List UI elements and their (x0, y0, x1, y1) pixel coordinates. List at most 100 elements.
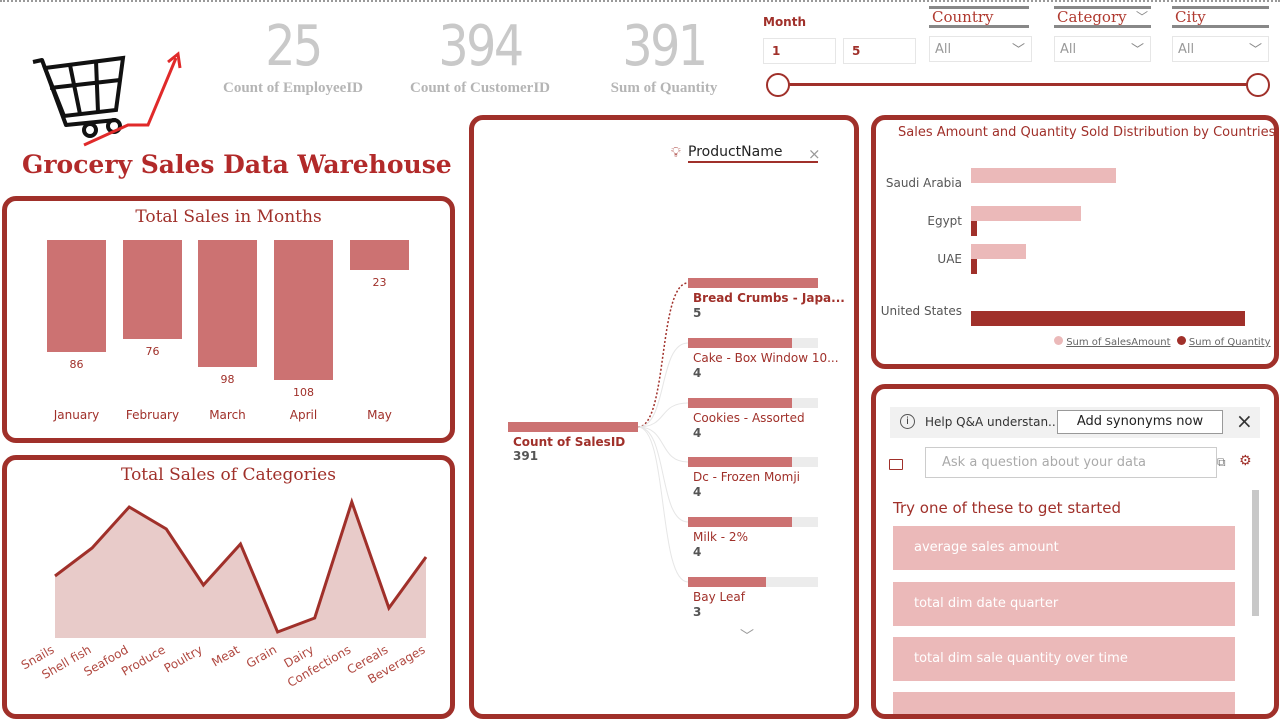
month-data-label: 76 (145, 344, 160, 358)
country-axis-label: United States (880, 304, 962, 318)
decomposition-tree-panel: 💡︎ ProductName × Count of SalesID 391 ﹀ … (469, 115, 859, 719)
quantity-bar[interactable] (971, 311, 1245, 326)
suggestion-4[interactable] (893, 692, 1235, 714)
legend-quantity-label[interactable]: Sum of Quantity (1188, 337, 1271, 348)
tree-link (637, 426, 689, 583)
month-min-input[interactable]: 1 (763, 38, 836, 64)
close-icon[interactable]: × (1236, 409, 1253, 433)
area-point[interactable] (313, 616, 317, 620)
quantity-bar[interactable] (971, 259, 977, 274)
category-dropdown[interactable]: All ﹀ (1054, 36, 1151, 62)
legend-sales-marker (1054, 336, 1063, 345)
kpi-quantity-label: Sum of Quantity (610, 80, 718, 96)
category-axis-label: Meat (209, 642, 242, 669)
area-point[interactable] (276, 630, 280, 634)
month-axis-label: May (367, 408, 392, 422)
child-label[interactable]: Bay Leaf (693, 590, 745, 604)
tree-link (637, 282, 689, 428)
area-point[interactable] (350, 500, 354, 504)
report-title: Grocery Sales Data Warehouse (22, 150, 452, 179)
root-bar[interactable] (508, 422, 638, 432)
month-slicer-label: Month (763, 15, 807, 29)
chevron-down-icon: ﹀ (1130, 43, 1144, 58)
qna-panel: i Help Q&A understan... Add synonyms now… (871, 384, 1279, 719)
close-icon[interactable]: × (808, 145, 821, 163)
child-bar-track[interactable] (688, 338, 818, 348)
area-point[interactable] (201, 583, 205, 587)
categories-chart-title: Total Sales of Categories (121, 465, 336, 485)
child-bar-track[interactable] (688, 577, 818, 587)
country-dropdown[interactable]: All ﹀ (929, 36, 1032, 62)
child-value: 4 (693, 426, 702, 440)
info-icon: i (900, 414, 915, 429)
child-label[interactable]: Cake - Box Window 10... (693, 351, 839, 365)
sales-amount-bar[interactable] (971, 244, 1026, 259)
city-dropdown[interactable]: All ﹀ (1172, 36, 1269, 62)
child-value: 4 (693, 545, 702, 559)
cart-logo-icon (32, 51, 182, 147)
suggestion-1[interactable]: average sales amount (893, 526, 1235, 570)
month-slider-track[interactable] (778, 83, 1258, 86)
area-point[interactable] (387, 606, 391, 610)
category-value: All (1060, 42, 1077, 57)
month-max-input[interactable]: 5 (843, 38, 916, 64)
sales-amount-bar[interactable] (971, 168, 1117, 183)
month-bar[interactable] (274, 240, 333, 381)
month-bar[interactable] (350, 240, 409, 270)
category-axis-label: Grain (244, 642, 279, 670)
chat-icon (889, 459, 903, 470)
suggestion-3[interactable]: total dim sale quantity over time (893, 637, 1235, 681)
category-slicer-label: Category ﹀ (1054, 6, 1151, 28)
chevron-down-icon[interactable]: ﹀ (1135, 10, 1148, 24)
child-label[interactable]: Milk - 2% (693, 530, 748, 544)
tree-link (637, 402, 689, 428)
area-point[interactable] (164, 527, 168, 531)
teach-qna-icon[interactable]: ⧉ (1217, 455, 1226, 469)
child-bar-fill (688, 577, 766, 587)
kpi-customer-label: Count of CustomerID (410, 80, 550, 96)
child-value: 5 (693, 306, 702, 320)
country-chart-panel: Sales Amount and Quantity Sold Distribut… (871, 115, 1279, 369)
qna-question-input[interactable]: Ask a question about your data (925, 447, 1217, 478)
tree-link (637, 342, 689, 428)
qna-scrollbar[interactable] (1252, 490, 1259, 616)
child-bar-track[interactable] (688, 398, 818, 408)
child-bar-track[interactable] (688, 278, 818, 288)
qna-prompt: Try one of these to get started (893, 499, 1122, 517)
quantity-bar[interactable] (971, 221, 977, 236)
month-slider-low-handle[interactable] (766, 73, 790, 97)
area-point[interactable] (90, 546, 94, 550)
child-label[interactable]: Cookies - Assorted (693, 411, 805, 425)
month-bar[interactable] (47, 240, 106, 352)
area-point[interactable] (53, 574, 57, 578)
country-value: All (935, 42, 952, 57)
month-slider-high-handle[interactable] (1246, 73, 1270, 97)
child-bar-fill (688, 457, 792, 467)
area-point[interactable] (239, 542, 243, 546)
suggestion-2[interactable]: total dim date quarter (893, 582, 1235, 626)
child-label[interactable]: Dc - Frozen Momji (693, 470, 800, 484)
city-slicer-label: City (1172, 6, 1269, 28)
month-data-label: 23 (372, 275, 387, 289)
add-synonyms-button[interactable]: Add synonyms now (1057, 410, 1223, 434)
month-axis-label: April (289, 408, 318, 422)
child-label[interactable]: Bread Crumbs - Japa... (693, 291, 845, 305)
category-label-text: Category (1057, 8, 1127, 26)
child-bar-track[interactable] (688, 517, 818, 527)
child-bar-fill (688, 278, 818, 288)
gear-icon[interactable]: ⚙ (1239, 453, 1252, 469)
country-legend: Sum of SalesAmount Sum of Quantity (1054, 336, 1271, 348)
legend-sales-label[interactable]: Sum of SalesAmount (1066, 337, 1171, 348)
sales-amount-bar[interactable] (971, 206, 1081, 221)
month-bar[interactable] (123, 240, 182, 339)
country-axis-label: UAE (937, 252, 962, 266)
chevron-down-icon[interactable]: ﹀ (740, 629, 754, 645)
area-point[interactable] (424, 555, 428, 559)
product-name-field[interactable]: ProductName (688, 144, 818, 163)
area-point[interactable] (127, 505, 131, 509)
country-axis-label: Egypt (927, 214, 962, 228)
kpi-employee-value: 25 (265, 14, 323, 79)
month-bar[interactable] (198, 240, 257, 368)
child-bar-track[interactable] (688, 457, 818, 467)
tree-link (637, 426, 689, 463)
